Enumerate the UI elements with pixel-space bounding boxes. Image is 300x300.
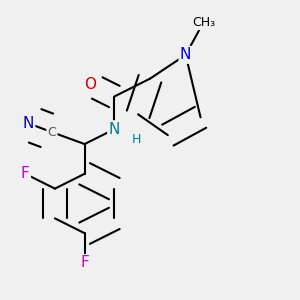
- Text: H: H: [132, 133, 141, 146]
- Text: F: F: [21, 166, 29, 181]
- Text: O: O: [85, 77, 97, 92]
- Text: CH₃: CH₃: [192, 16, 215, 29]
- Text: N: N: [180, 47, 191, 62]
- Text: N: N: [109, 122, 120, 137]
- Text: N: N: [22, 116, 34, 131]
- Text: C: C: [47, 126, 56, 139]
- Text: F: F: [80, 255, 89, 270]
